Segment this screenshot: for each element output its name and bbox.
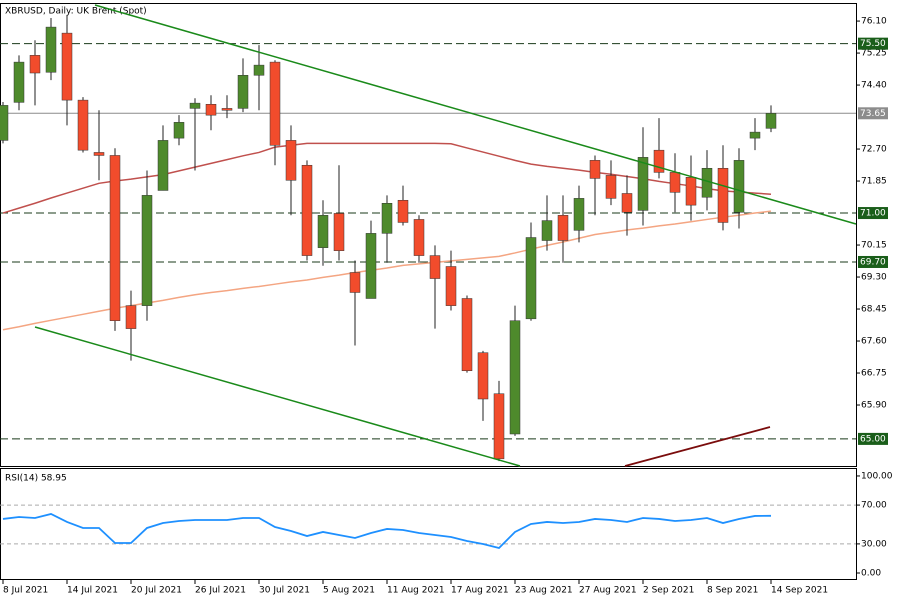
x-tick-label: 11 Aug 2021: [387, 586, 445, 596]
level-label: 65.00: [860, 434, 886, 444]
candle-body: [413, 219, 425, 256]
rsi-tick-label: 70.00: [861, 501, 887, 511]
candle-body: [333, 213, 345, 251]
candle-body: [573, 198, 585, 231]
price-panel: [0, 3, 857, 467]
x-tick-label: 8 Jul 2021: [3, 586, 48, 596]
x-tick-label: 30 Jul 2021: [259, 586, 310, 596]
candle-body: [301, 164, 313, 256]
candle-body: [349, 272, 361, 293]
candle-body: [205, 104, 217, 116]
rsi-tick-label: 30.00: [861, 539, 887, 549]
y-tick-label: 66.75: [861, 369, 887, 379]
candle-body: [173, 122, 185, 139]
candle-body: [557, 215, 569, 241]
trend-line: [624, 426, 771, 467]
candle-body: [77, 99, 89, 151]
y-tick-label: 72.70: [861, 145, 887, 155]
candle-body: [93, 152, 105, 156]
x-tick-label: 14 Sep 2021: [771, 586, 828, 596]
candle-body: [493, 393, 505, 460]
x-tick-label: 23 Aug 2021: [515, 586, 573, 596]
y-tick-label: 71.85: [861, 177, 887, 187]
candle-body: [669, 172, 681, 193]
candle-body: [157, 140, 169, 191]
candle-body: [253, 64, 265, 76]
candle-body: [29, 55, 41, 74]
rsi-line: [2, 513, 772, 549]
y-tick-label: 75.25: [861, 49, 887, 59]
x-tick-label: 26 Jul 2021: [195, 586, 246, 596]
rsi-panel: [0, 468, 857, 580]
level-label: 69.70: [860, 257, 886, 267]
x-tick-label: 5 Aug 2021: [323, 586, 375, 596]
candle-body: [397, 199, 409, 223]
level-label: 75.50: [860, 39, 886, 49]
y-tick-label: 65.90: [861, 401, 887, 411]
candle-body: [653, 149, 665, 173]
candle-body: [189, 102, 201, 109]
candle-body: [269, 61, 281, 146]
candle-body: [381, 203, 393, 234]
candle-body: [0, 105, 9, 141]
candle-body: [605, 175, 617, 199]
y-tick-label: 74.40: [861, 81, 887, 91]
rsi-label: RSI(14) 58.95: [5, 474, 67, 484]
level-box: [858, 37, 888, 50]
x-tick-label: 14 Jul 2021: [67, 586, 118, 596]
candle-body: [61, 32, 73, 101]
x-tick-label: 17 Aug 2021: [451, 586, 509, 596]
candle-body: [717, 167, 729, 223]
trend-line: [94, 4, 857, 225]
candle-body: [637, 157, 649, 211]
candle-body: [733, 160, 745, 213]
candle-body: [285, 140, 297, 181]
candle-body: [237, 75, 249, 109]
candle-body: [685, 177, 697, 206]
candle-body: [221, 108, 233, 111]
rsi-tick-label: 0.00: [861, 569, 881, 579]
candle-body: [509, 320, 521, 435]
y-tick-label: 69.30: [861, 273, 887, 283]
candle-body: [749, 131, 761, 139]
rsi-tick-label: 100.00: [861, 471, 893, 481]
candle-body: [461, 298, 473, 372]
candle-body: [765, 113, 777, 129]
candle-body: [317, 215, 329, 248]
level-box: [858, 107, 888, 120]
y-tick-label: 67.60: [861, 337, 887, 347]
level-box: [858, 255, 888, 268]
candle-body: [13, 61, 25, 103]
candle-body: [429, 255, 441, 279]
candle-body: [125, 305, 137, 329]
candle-body: [541, 220, 553, 241]
x-tick-label: 8 Sep 2021: [707, 586, 758, 596]
y-tick-label: 70.15: [861, 241, 887, 251]
candle-body: [445, 266, 457, 306]
candle-body: [141, 195, 153, 306]
chart-title: XBRUSD, Daily: UK Brent (Spot): [5, 7, 147, 17]
x-tick-label: 20 Jul 2021: [131, 586, 182, 596]
y-tick-label: 68.45: [861, 305, 887, 315]
candle-body: [525, 237, 537, 320]
candle-body: [589, 160, 601, 179]
candle-body: [45, 26, 57, 73]
candle-body: [477, 352, 489, 400]
level-label: 73.65: [860, 109, 886, 119]
y-tick-label: 76.10: [861, 17, 887, 27]
candle-body: [365, 233, 377, 299]
x-tick-label: 27 Aug 2021: [579, 586, 637, 596]
level-box: [858, 432, 888, 445]
level-box: [858, 207, 888, 220]
candle-body: [621, 193, 633, 213]
trend-line: [34, 326, 521, 467]
candle-body: [109, 155, 121, 321]
x-tick-label: 2 Sep 2021: [643, 586, 694, 596]
level-label: 71.00: [860, 209, 886, 219]
